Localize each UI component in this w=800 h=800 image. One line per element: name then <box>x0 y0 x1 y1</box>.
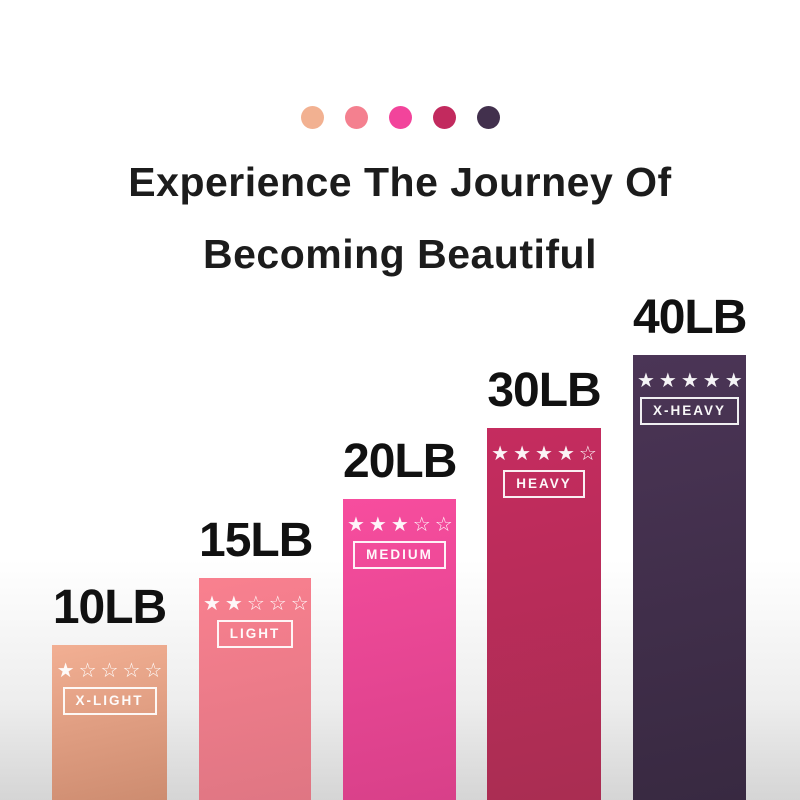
palette-dots <box>0 106 800 129</box>
star-rating: ★★☆☆☆ <box>203 591 313 615</box>
bar-10lb: 10LB ★☆☆☆☆ X-LIGHT <box>52 581 167 800</box>
title-line-2: Becoming Beautiful <box>203 231 597 277</box>
star-rating: ★★★★☆ <box>491 441 601 465</box>
star-rating: ★☆☆☆☆ <box>56 658 167 682</box>
bar-weight-label: 20LB <box>343 435 457 488</box>
level-badge: MEDIUM <box>353 541 446 569</box>
bar-weight-label: 15LB <box>199 514 313 567</box>
light-color-dot <box>344 106 368 129</box>
level-badge: HEAVY <box>503 470 585 498</box>
star-rating: ★★★☆☆ <box>347 512 457 536</box>
bar-weight-label: 40LB <box>633 291 747 344</box>
level-badge: LIGHT <box>216 620 294 648</box>
bar-15lb: 15LB ★★☆☆☆ LIGHT <box>199 514 313 800</box>
level-badge: X-LIGHT <box>62 687 157 715</box>
level-badge: X-HEAVY <box>639 397 739 425</box>
x-light-color-dot <box>300 106 324 129</box>
heavy-color-dot <box>432 106 456 129</box>
x-heavy-color-dot <box>476 106 500 129</box>
bar-20lb: 20LB ★★★☆☆ MEDIUM <box>343 435 457 800</box>
bar-40lb: 40LB ★★★★★ X-HEAVY <box>633 291 747 800</box>
star-rating: ★★★★★ <box>637 368 747 392</box>
title-line-1: Experience The Journey Of <box>128 159 672 205</box>
bar-30lb: 30LB ★★★★☆ HEAVY <box>487 364 602 800</box>
bar-weight-label: 10LB <box>52 581 167 634</box>
page-title: Experience The Journey Of Becoming Beaut… <box>0 146 800 290</box>
medium-color-dot <box>388 106 412 129</box>
bar-weight-label: 30LB <box>487 364 601 417</box>
